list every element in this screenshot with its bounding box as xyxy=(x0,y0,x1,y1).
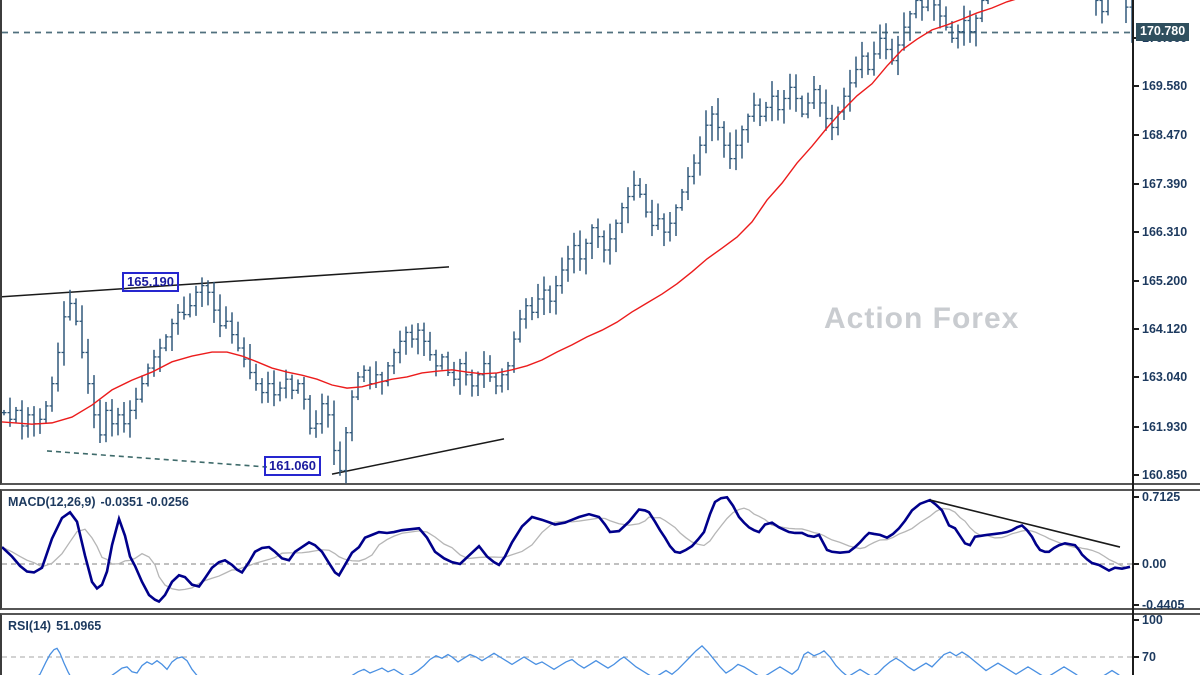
price-tick-169.580-tick-mark xyxy=(1134,85,1139,87)
price-tick-168.470: 168.470 xyxy=(1142,128,1188,143)
macd-tick-0.00-tick-mark xyxy=(1134,563,1139,565)
price-tick-167.390: 167.390 xyxy=(1142,176,1188,191)
macd-title: MACD(12,26,9) -0.0351 -0.0256 xyxy=(8,495,194,509)
current-line-price-value: 170.780 xyxy=(1140,24,1186,39)
rsi-line xyxy=(38,645,1120,675)
resistance-level-value: 165.190 xyxy=(127,273,174,289)
macd-values: -0.0351 -0.0256 xyxy=(100,495,189,509)
current-line-price-tag[interactable]: 170.780 xyxy=(1136,23,1190,42)
macd-tick--0.4405-tick-mark xyxy=(1134,604,1139,607)
macd-tick-0.7125-tick-mark xyxy=(1134,496,1139,499)
rsi-tick-70-tick-mark xyxy=(1134,656,1139,658)
macd-tick-0.7125: 0.7125 xyxy=(1142,490,1181,505)
trendline-rising-resistance xyxy=(2,266,450,298)
price-tick-166.310: 166.310 xyxy=(1142,224,1188,239)
price-bars xyxy=(2,0,1134,484)
price-tick-161.930: 161.930 xyxy=(1142,419,1188,434)
price-tick-165.200-tick-mark xyxy=(1134,280,1139,283)
trendline-falling-support-dashed xyxy=(46,450,268,468)
rsi-title: RSI(14) 51.0965 xyxy=(8,619,106,633)
macd-signal-line xyxy=(2,507,1131,591)
price-tick-169.580: 169.580 xyxy=(1142,79,1188,93)
macd-trendline xyxy=(929,499,1121,548)
rsi-tick-70: 70 xyxy=(1142,650,1156,664)
trendline-rising-support xyxy=(331,438,505,475)
price-tick-165.200: 165.200 xyxy=(1142,274,1188,289)
rsi-value: 51.0965 xyxy=(56,619,102,633)
price-tick-167.390-tick-mark xyxy=(1134,182,1139,185)
macd-indicator-panel[interactable]: MACD(12,26,9) -0.0351 -0.0256 xyxy=(0,489,1200,610)
price-chart-panel[interactable]: Action Forex 165.190 161.060 xyxy=(0,0,1200,485)
price-tick-160.850-tick-mark xyxy=(1134,474,1139,476)
rsi-tick-100-tick-mark xyxy=(1134,619,1139,621)
price-tick-160.850: 160.850 xyxy=(1142,468,1188,482)
price-tick-163.040: 163.040 xyxy=(1142,370,1188,385)
rsi-indicator-panel[interactable]: RSI(14) 51.0965 xyxy=(0,613,1200,675)
support-level-label[interactable]: 161.060 xyxy=(264,455,321,476)
price-axis[interactable]: 170.780 170.660169.580168.470167.390166.… xyxy=(1132,0,1200,675)
macd-tick-0.00: 0.00 xyxy=(1142,557,1167,571)
rsi-name: RSI(14) xyxy=(8,619,52,633)
macd-main-line xyxy=(2,495,1131,604)
price-tick-166.310-tick-mark xyxy=(1134,230,1139,233)
watermark: Action Forex xyxy=(824,302,1020,335)
price-chart-canvas[interactable] xyxy=(2,0,1134,485)
price-tick-164.120-tick-mark xyxy=(1134,328,1139,331)
rsi-canvas[interactable] xyxy=(2,615,1134,675)
support-level-value: 161.060 xyxy=(269,457,316,473)
price-tick-164.120: 164.120 xyxy=(1142,322,1188,337)
resistance-level-label[interactable]: 165.190 xyxy=(122,271,179,292)
price-tick-163.040-tick-mark xyxy=(1134,376,1139,379)
moving-average-line xyxy=(2,0,1016,425)
price-tick-161.930-tick-mark xyxy=(1134,425,1139,428)
macd-canvas[interactable] xyxy=(2,491,1134,608)
macd-tick--0.4405: -0.4405 xyxy=(1142,598,1185,613)
macd-name: MACD(12,26,9) xyxy=(8,495,96,509)
price-tick-168.470-tick-mark xyxy=(1134,134,1139,137)
rsi-tick-100: 100 xyxy=(1142,613,1163,627)
